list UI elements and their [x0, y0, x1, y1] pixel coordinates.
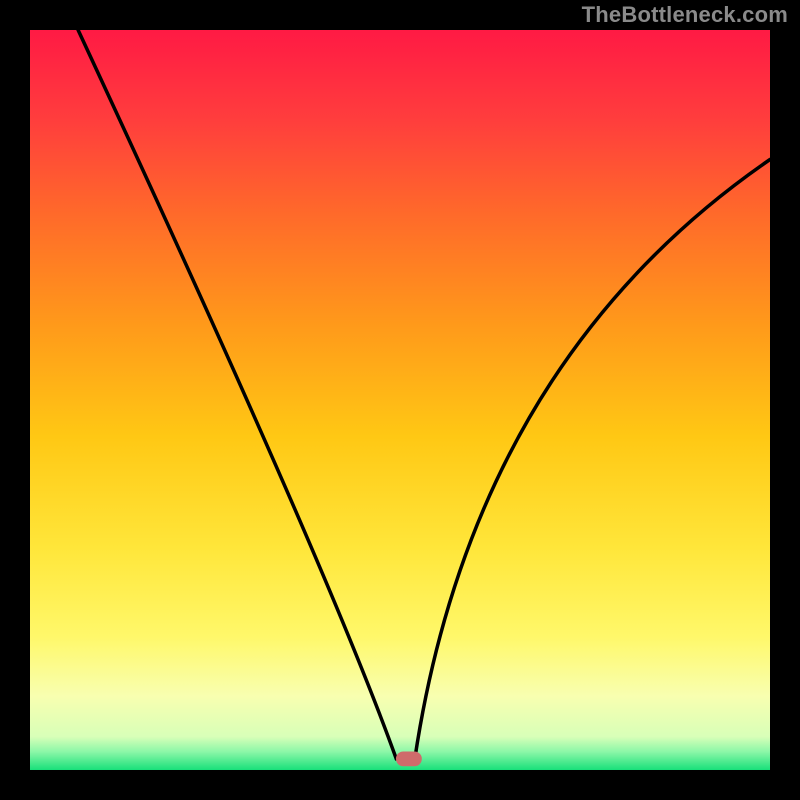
gradient-background	[30, 30, 770, 770]
optimal-marker	[396, 752, 422, 767]
figure-container: TheBottleneck.com	[0, 0, 800, 800]
watermark-text: TheBottleneck.com	[582, 2, 788, 28]
bottleneck-chart	[0, 0, 800, 800]
